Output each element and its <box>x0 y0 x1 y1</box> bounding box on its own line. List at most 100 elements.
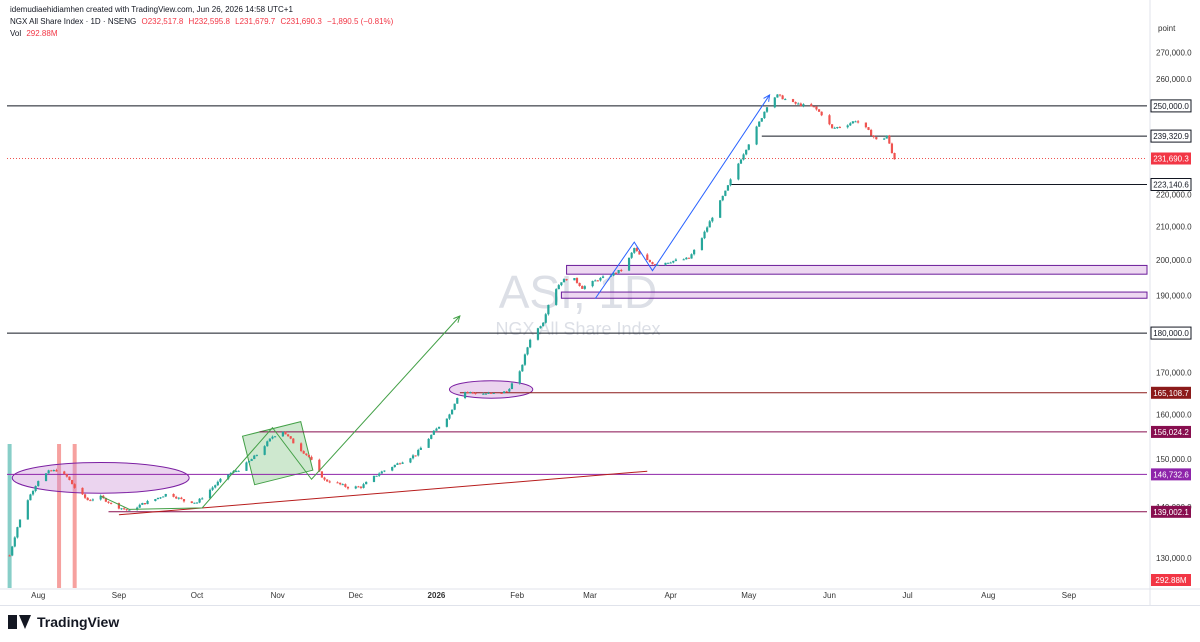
candle-49 <box>182 499 186 502</box>
level-badge-1 <box>1150 129 1192 143</box>
candle-14 <box>55 470 58 472</box>
level-badge-6 <box>1151 468 1191 481</box>
tradingview-logo[interactable]: TradingView <box>8 614 119 630</box>
candle-244 <box>893 153 896 160</box>
candle-215 <box>791 99 795 102</box>
candle-158 <box>581 285 584 289</box>
candle-241 <box>885 135 888 139</box>
x-tick-13: Sep <box>1062 591 1077 600</box>
candle-95 <box>354 486 357 489</box>
candle-10 <box>44 473 48 482</box>
candle-170 <box>627 257 631 271</box>
candle-69 <box>255 454 258 456</box>
candle-13 <box>52 470 55 472</box>
candle-124 <box>456 397 459 404</box>
candle-52 <box>195 502 199 504</box>
candle-88 <box>326 479 329 482</box>
chart-canvas[interactable]: ASI, 1DNGX All Share Index270,000.0260,0… <box>0 0 1200 605</box>
candle-4 <box>18 519 22 528</box>
candle-58 <box>216 481 219 486</box>
candle-217 <box>797 103 800 105</box>
candle-99 <box>365 481 368 485</box>
candle-78 <box>289 436 292 439</box>
candle-201 <box>739 159 743 164</box>
candle-37 <box>141 502 144 505</box>
level-label-1: 239,320.9 <box>1153 132 1189 141</box>
x-tick-1: Sep <box>112 591 127 600</box>
candle-138 <box>508 389 511 392</box>
x-tick-5: 2026 <box>428 591 446 600</box>
y-tick-0: 270,000.0 <box>1156 49 1192 58</box>
candle-94 <box>346 486 350 489</box>
candle-176 <box>648 260 651 263</box>
tradingview-logo-icon <box>8 615 32 629</box>
candle-188 <box>690 254 693 259</box>
projection-arrow-1 <box>594 94 771 299</box>
candle-207 <box>760 118 763 122</box>
candle-9 <box>37 481 40 487</box>
consolidation-ellipse-0 <box>11 461 190 494</box>
candle-197 <box>724 190 727 196</box>
level-label-3: 180,000.0 <box>1153 329 1189 338</box>
candle-48 <box>180 497 183 500</box>
candle-135 <box>500 392 503 394</box>
candle-96 <box>357 486 360 488</box>
candle-232 <box>851 121 854 124</box>
candle-93 <box>344 484 347 487</box>
candle-72 <box>268 438 271 442</box>
candle-75 <box>281 431 284 437</box>
candle-137 <box>505 391 508 393</box>
candle-192 <box>706 227 709 232</box>
level-badge-2 <box>1150 178 1192 192</box>
vertical-band-0 <box>7 444 12 588</box>
y-tick-6: 190,000.0 <box>1156 292 1192 301</box>
close-value: C231,690.3 <box>280 17 322 26</box>
ohlc-legend[interactable]: NGX All Share Index · 1D · NSENG O232,51… <box>10 17 396 26</box>
level-badge-3 <box>1150 326 1192 340</box>
volume-badge-label: 292.88M <box>1155 576 1186 585</box>
candle-114 <box>419 447 422 450</box>
volume-legend[interactable]: Vol 292.88M <box>10 29 61 38</box>
candle-235 <box>864 122 868 128</box>
y-tick-3: 220,000.0 <box>1156 190 1192 199</box>
x-tick-12: Aug <box>981 591 995 600</box>
last-price-label: 231,690.3 <box>1153 155 1189 164</box>
candle-161 <box>594 280 597 282</box>
candle-29 <box>110 502 113 504</box>
candle-60 <box>227 474 230 479</box>
candle-112 <box>414 455 417 457</box>
candle-20 <box>81 487 84 495</box>
candle-71 <box>266 441 269 447</box>
candle-193 <box>708 221 711 228</box>
y-tick-1: 260,000.0 <box>1156 75 1192 84</box>
candle-189 <box>693 249 696 255</box>
candle-182 <box>669 262 672 264</box>
candle-166 <box>612 272 615 276</box>
volume-label: Vol <box>10 29 22 38</box>
watermark-name: NGX All Share Index <box>495 319 660 339</box>
x-tick-11: Jul <box>902 591 912 600</box>
x-tick-0: Aug <box>31 591 45 600</box>
candle-2 <box>13 537 16 547</box>
candle-225 <box>828 115 831 125</box>
candle-74 <box>273 436 277 438</box>
candle-219 <box>802 104 805 106</box>
candle-5 <box>26 500 29 520</box>
candle-194 <box>711 217 714 222</box>
price-zone-1 <box>560 291 1148 299</box>
candle-80 <box>300 443 303 452</box>
level-badge-0 <box>1150 99 1192 113</box>
open-value: O232,517.8 <box>141 17 184 26</box>
candle-103 <box>380 471 383 474</box>
candle-141 <box>521 364 524 372</box>
candle-63 <box>234 470 238 472</box>
candle-41 <box>156 497 160 500</box>
candle-115 <box>427 438 430 448</box>
candle-98 <box>362 484 365 488</box>
volume-badge <box>1151 574 1191 586</box>
candle-105 <box>391 466 394 471</box>
candle-236 <box>867 127 870 130</box>
candle-92 <box>341 484 344 486</box>
candle-187 <box>687 257 691 259</box>
candle-179 <box>656 264 659 266</box>
